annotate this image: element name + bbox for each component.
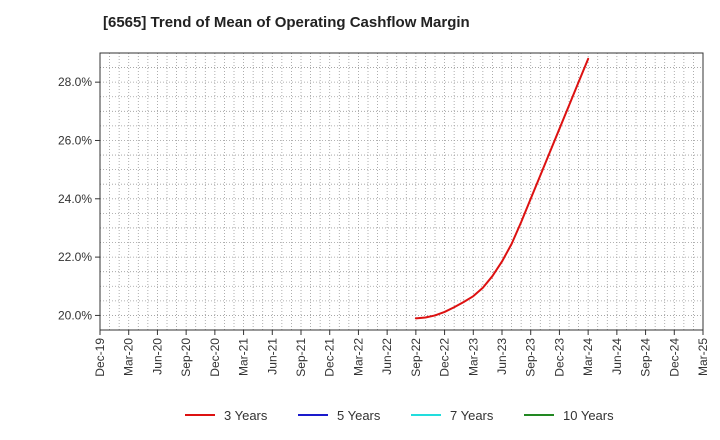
legend-label: 7 Years [450, 408, 494, 423]
x-tick-label: Jun-22 [380, 338, 394, 375]
x-tick-label: Sep-24 [639, 338, 653, 377]
x-tick-label: Mar-20 [122, 338, 136, 376]
x-tick-label: Jun-23 [495, 338, 509, 375]
legend-label: 3 Years [224, 408, 268, 423]
x-tick-label: Jun-21 [265, 338, 279, 375]
x-tick-label: Jun-24 [610, 338, 624, 375]
x-tick-label: Dec-19 [93, 338, 107, 377]
x-tick-label: Sep-23 [524, 338, 538, 377]
x-tick-label: Sep-22 [409, 338, 423, 377]
chart-title: [6565] Trend of Mean of Operating Cashfl… [103, 14, 470, 31]
legend-label: 5 Years [337, 408, 381, 423]
x-tick-label: Sep-21 [294, 338, 308, 377]
x-tick-label: Dec-20 [208, 338, 222, 377]
legend-label: 10 Years [563, 408, 614, 423]
x-tick-label: Dec-23 [552, 338, 566, 377]
x-tick-label: Mar-25 [696, 338, 710, 376]
x-tick-label: Dec-24 [667, 338, 681, 377]
x-tick-label: Mar-21 [237, 338, 251, 376]
y-tick-label: 24.0% [58, 192, 92, 206]
x-tick-label: Sep-20 [179, 338, 193, 377]
x-tick-label: Mar-22 [351, 338, 365, 376]
y-tick-label: 28.0% [58, 75, 92, 89]
series-line-3-years [414, 57, 590, 320]
y-tick-label: 20.0% [58, 308, 92, 322]
x-tick-label: Mar-24 [581, 338, 595, 376]
plot-frame [99, 52, 704, 331]
y-tick-label: 26.0% [58, 133, 92, 147]
x-tick-label: Mar-23 [466, 338, 480, 376]
x-tick-label: Dec-21 [323, 338, 337, 377]
y-tick-label: 22.0% [58, 250, 92, 264]
x-tick-label: Dec-22 [438, 338, 452, 377]
x-tick-label: Jun-20 [150, 338, 164, 375]
plot-area [100, 53, 703, 330]
